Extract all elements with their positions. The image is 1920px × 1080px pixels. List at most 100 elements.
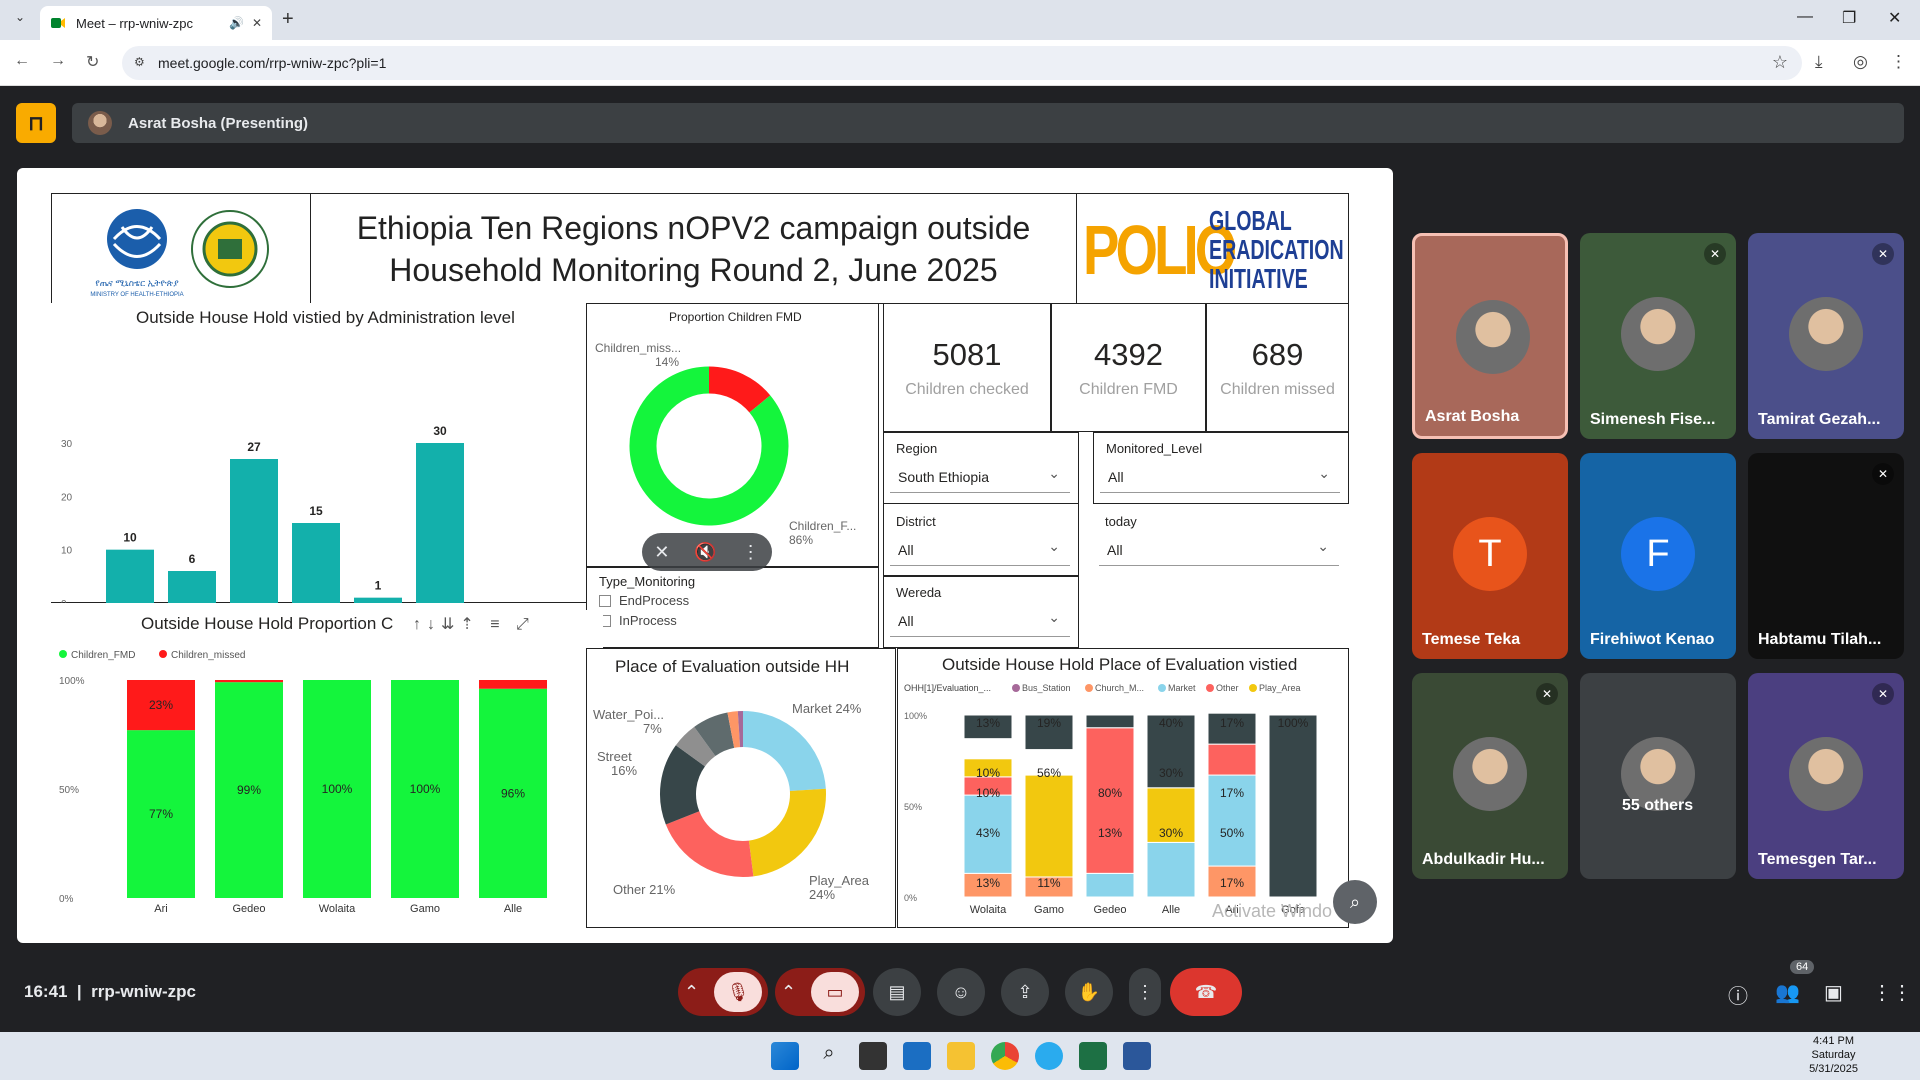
legend-label: Bus_Station [1022, 683, 1071, 693]
back-button[interactable]: ← [14, 52, 30, 69]
apps-grid-icon[interactable]: ⋮⋮ [1872, 982, 1912, 1004]
y-tick-label: 50% [904, 802, 922, 812]
people-icon[interactable]: 👥 [1775, 982, 1800, 1004]
raise-hand-button[interactable]: ✋ [1065, 968, 1113, 1016]
fmd-proportion-chart[interactable]: Proportion Children FMD Children_miss...… [586, 303, 879, 567]
moh-logos: የጤና ሚኒስቴር ኢትዮጵያ MINISTRY OF HEALTH-ETHIO… [51, 193, 311, 304]
participant-tile[interactable]: ✕ Habtamu Tilah... [1748, 453, 1904, 659]
mic-off-icon[interactable]: 🎙 [714, 972, 763, 1012]
chevron-up-icon[interactable]: ⌃ [780, 981, 797, 1002]
emoji-button[interactable]: ☺ [937, 968, 985, 1016]
more-options-button[interactable]: ⋮ [1129, 968, 1161, 1016]
system-clock[interactable]: 4:41 PM Saturday 5/31/2025 [1809, 1035, 1858, 1075]
proportion-chart[interactable]: Outside House Hold Proportion C ↑↓⇊⇡ ≡ ⤢… [51, 610, 603, 928]
bar-segment [1207, 865, 1257, 898]
bar-data-label: 10 [123, 531, 137, 545]
pin-off-icon[interactable]: ✕ [654, 541, 670, 562]
place-evaluation-chart[interactable]: Place of Evaluation outside HH Market 24… [586, 648, 896, 928]
bar-data-label: 77% [149, 807, 173, 821]
widgets-icon[interactable] [903, 1042, 931, 1070]
windows-start-icon[interactable] [771, 1042, 799, 1070]
telegram-icon[interactable] [1035, 1042, 1063, 1070]
district-dropdown[interactable]: All ⌄ [890, 534, 1070, 566]
mute-icon[interactable]: 🔇 [694, 541, 717, 562]
polio-logo-text: POLIO [1083, 211, 1237, 289]
close-window-button[interactable]: ✕ [1888, 10, 1902, 27]
slice-name-label: Market 24% [792, 701, 862, 716]
chat-icon[interactable]: ▣ [1824, 982, 1843, 1004]
participant-avatar [1453, 737, 1527, 811]
info-icon[interactable]: ⓘ [1728, 986, 1748, 1008]
new-tab-button[interactable]: + [282, 8, 294, 30]
present-icon: ⇪ [1017, 981, 1033, 1002]
camera-button[interactable]: ⌃ ▭ [775, 968, 865, 1016]
bar-data-label: 19% [1037, 716, 1061, 730]
gpei-line-2: ERADICATION [1209, 234, 1344, 265]
endprocess-option[interactable]: EndProcess [599, 593, 689, 608]
bar-data-label: 100% [410, 782, 441, 796]
participant-tile[interactable]: F Firehiwot Kenao [1580, 453, 1736, 659]
downloads-icon[interactable]: ⤓ [1815, 52, 1823, 71]
x-tick-label: Wolaita [319, 903, 356, 915]
participant-tile[interactable]: ✕ Temesgen Tar... [1748, 673, 1904, 879]
type-monitoring-label: Type_Monitoring [599, 574, 696, 589]
meet-activities-icon[interactable]: ⊓ [16, 103, 56, 143]
admin-level-chart[interactable]: Outside House Hold vistied by Administra… [51, 303, 603, 603]
today-dropdown[interactable]: All ⌄ [1099, 534, 1339, 566]
omnibox[interactable]: ⚙ meet.google.com/rrp-wniw-zpc?pli=1 ☆ [122, 46, 1802, 80]
participant-tile[interactable]: ✕ Abdulkadir Hu... [1412, 673, 1568, 879]
present-button[interactable]: ⇪ [1001, 968, 1049, 1016]
mic-button[interactable]: ⌃ 🎙 [678, 968, 768, 1016]
gpei-line-3: INITIATIVE [1209, 263, 1308, 294]
minimize-button[interactable]: — [1797, 8, 1813, 25]
ministry-logo-icon: የጤና ሚኒስቴር ኢትዮጵያ MINISTRY OF HEALTH-ETHIO… [90, 209, 269, 298]
inprocess-option[interactable]: InProcess [599, 613, 677, 628]
forward-button[interactable]: → [50, 52, 66, 69]
participant-tile[interactable]: 55 others [1580, 673, 1736, 879]
participant-tile[interactable]: Asrat Bosha [1412, 233, 1568, 439]
gpei-line-1: GLOBAL [1209, 205, 1292, 236]
presenter-name: Asrat Bosha (Presenting) [128, 115, 309, 132]
tab-list-chevron-icon[interactable]: ⌄ [14, 10, 26, 24]
participant-tile[interactable]: ✕ Tamirat Gezah... [1748, 233, 1904, 439]
bookmark-star-icon[interactable]: ☆ [1771, 52, 1788, 72]
excel-icon[interactable] [1079, 1042, 1107, 1070]
checkbox[interactable] [599, 595, 611, 607]
x-tick-label: Gofa [1281, 904, 1306, 916]
leave-call-button[interactable]: ☎ [1170, 968, 1242, 1016]
bar-data-label: 30% [1159, 826, 1183, 840]
wereda-dropdown[interactable]: All ⌄ [890, 605, 1070, 637]
menu-kebab-icon[interactable]: ⋮ [1890, 52, 1907, 71]
more-options-icon[interactable]: ⋮ [741, 541, 760, 562]
place-evaluation-stacked-chart[interactable]: Outside House Hold Place of Evaluation v… [897, 648, 1349, 928]
region-dropdown[interactable]: South Ethiopia ⌄ [890, 461, 1070, 493]
zoom-icon[interactable]: ⌕ [1333, 880, 1377, 924]
captions-button[interactable]: ▤ [873, 968, 921, 1016]
proportion-bar-svg: Children_FMD Children_missed 0% 50% 100% 77% 2… [59, 650, 547, 915]
tab-audio-icon[interactable]: 🔊 [228, 16, 244, 30]
tab-close-icon[interactable]: ✕ [251, 16, 262, 30]
chrome-icon[interactable] [991, 1042, 1019, 1070]
participant-tile[interactable]: T Temese Teka [1412, 453, 1568, 659]
search-icon[interactable]: ⌕ [823, 1042, 835, 1064]
camera-off-icon[interactable]: ▭ [811, 972, 860, 1012]
word-icon[interactable] [1123, 1042, 1151, 1070]
bar-segment [215, 682, 283, 898]
browser-tab[interactable]: Meet – rrp-wniw-zpc 🔊 ✕ [40, 6, 272, 40]
monitored-level-dropdown[interactable]: All ⌄ [1100, 461, 1340, 493]
profile-icon[interactable]: ◎ [1853, 52, 1868, 71]
participant-avatar: F [1621, 517, 1695, 591]
reload-button[interactable]: ↻ [86, 54, 100, 71]
file-explorer-icon[interactable] [947, 1042, 975, 1070]
chevron-up-icon[interactable]: ⌃ [683, 981, 700, 1002]
participant-tile[interactable]: ✕ Simenesh Fise... [1580, 233, 1736, 439]
y-tick-label: 20 [61, 492, 73, 503]
y-tick-label: 0% [904, 893, 917, 903]
legend-marker [59, 650, 67, 658]
site-info-icon[interactable]: ⚙ [134, 55, 145, 69]
donut-slice [665, 810, 754, 877]
bar-data-label: 11% [1037, 876, 1060, 890]
visual-header-icons[interactable]: ↑↓⇊⇡ ≡ ⤢ [413, 616, 535, 633]
restore-button[interactable]: ❐ [1842, 10, 1857, 27]
task-view-icon[interactable] [859, 1042, 887, 1070]
